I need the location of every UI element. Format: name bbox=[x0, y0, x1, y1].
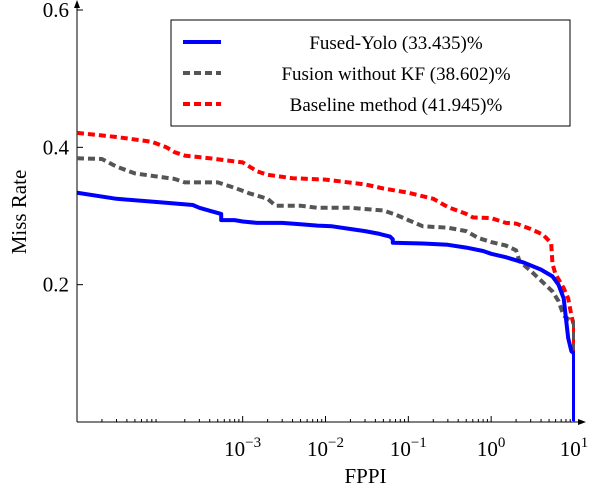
y-tick-label: 0.2 bbox=[43, 273, 69, 297]
x-tick-label: 10−1 bbox=[390, 435, 427, 461]
x-tick-label: 10−3 bbox=[224, 435, 261, 461]
y-tick-label: 0.4 bbox=[43, 135, 70, 159]
x-axis-arrow bbox=[578, 419, 586, 425]
legend-label-0: Fused-Yolo (33.435)% bbox=[309, 33, 482, 54]
y-tick-label: 0.6 bbox=[43, 0, 69, 22]
x-tick-label: 101 bbox=[560, 435, 589, 461]
legend-label-2: Baseline method (41.945)% bbox=[290, 95, 503, 116]
x-tick-label: 10−2 bbox=[307, 435, 344, 461]
x-axis-title: FPPI bbox=[344, 464, 386, 488]
legend-box bbox=[170, 19, 571, 127]
series-line-1 bbox=[77, 156, 575, 421]
series-line-2 bbox=[77, 130, 575, 421]
axes-group: 10−3 10−2 10−1 100 101 0.2 0.4 0.6 bbox=[43, 0, 589, 461]
legend-label-1: Fusion without KF (38.602)% bbox=[281, 64, 510, 85]
series-line-0 bbox=[77, 190, 575, 421]
y-axis-arrow bbox=[74, 0, 80, 8]
x-tick-label: 100 bbox=[477, 435, 505, 461]
legend: Fused-Yolo (33.435)% Fusion without KF (3… bbox=[170, 19, 571, 127]
series-group bbox=[77, 130, 575, 421]
y-axis-title: Miss Rate bbox=[7, 170, 31, 255]
